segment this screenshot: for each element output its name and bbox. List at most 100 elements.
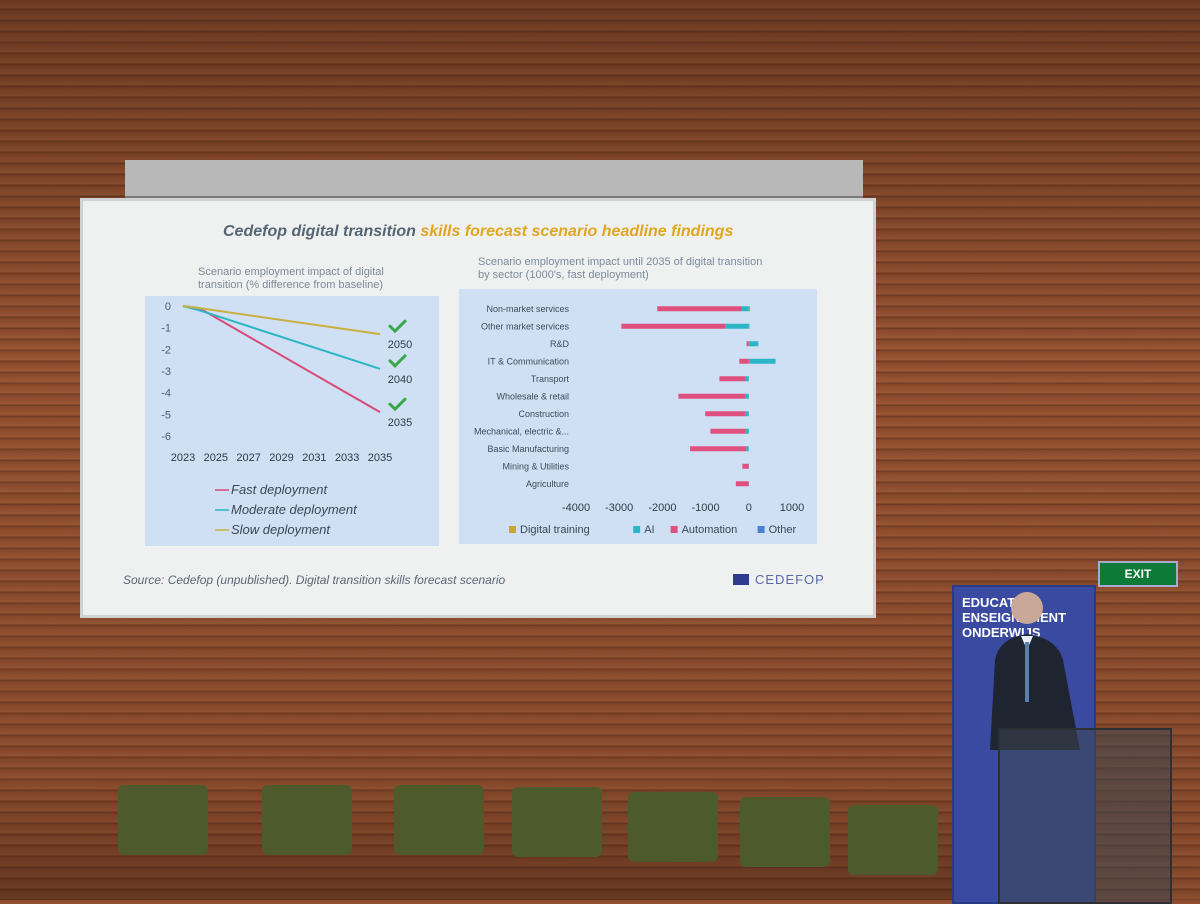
x-tick-label: 2023 [171, 452, 195, 464]
category-label: IT & Communication [488, 356, 569, 366]
category-label: Mining & Utilities [502, 461, 569, 471]
series-end-label: 2050 [388, 339, 412, 351]
bar-segment-automation [657, 306, 742, 312]
exit-sign: EXIT [1098, 561, 1178, 587]
category-label: Non-market services [486, 304, 569, 314]
series-line-moderate-deployment [182, 305, 381, 370]
legend-swatch [509, 526, 516, 533]
right-chart-subtitle: Scenario employment impact until 2035 of… [478, 256, 762, 282]
chair [262, 785, 352, 855]
x-tick-label: -2000 [648, 502, 676, 514]
eu-flag-icon [733, 574, 749, 585]
checkmark-icon [388, 319, 407, 334]
category-label: R&D [550, 339, 570, 349]
projector-screen-housing [125, 160, 863, 199]
x-tick-label: 2025 [204, 452, 228, 464]
y-tick-label: -6 [161, 431, 171, 443]
logo-text: CEDEFOP [755, 572, 825, 587]
speaker [990, 592, 1080, 750]
chair [628, 792, 718, 862]
category-label: Wholesale & retail [496, 391, 569, 401]
x-tick-label: 2029 [269, 452, 293, 464]
bar-segment-automation [710, 428, 746, 434]
bar-segment-ai [746, 446, 749, 452]
bar-chart: Non-market services Other market services… [474, 304, 804, 536]
category-label: Transport [531, 374, 570, 384]
bar-segment-ai [748, 341, 759, 347]
legend-label: AI [644, 524, 654, 536]
chair [394, 785, 484, 855]
checkmark-icon [388, 397, 407, 412]
category-label: Basic Manufacturing [487, 444, 569, 454]
slide-title: Cedefop digital transition skills foreca… [223, 223, 733, 241]
bar-segment-ai [745, 428, 749, 434]
slide-title-part1: Cedefop digital transition [223, 223, 416, 240]
legend-label: Slow deployment [231, 522, 331, 537]
bar-segment-automation [742, 463, 749, 469]
chair [740, 797, 830, 867]
right-subtitle-line2: by sector (1000's, fast deployment) [478, 269, 649, 281]
legend-label: Fast deployment [231, 482, 328, 497]
x-tick-label: -1000 [692, 502, 720, 514]
bar-segment-ai [745, 376, 749, 382]
legend-swatch [633, 526, 641, 533]
x-tick-label: 1000 [780, 502, 804, 514]
bar-segment-automation [739, 358, 749, 364]
x-tick-label: 2033 [335, 452, 359, 464]
series-line-slow-deployment [182, 305, 381, 336]
bar-segment-ai [725, 323, 749, 329]
bar-segment-ai [748, 358, 776, 364]
x-tick-label: -4000 [562, 502, 590, 514]
bar-segment-ai [741, 306, 749, 312]
bar-segment-automation [735, 481, 749, 487]
category-label: Mechanical, electric &... [474, 426, 569, 436]
right-subtitle-line1: Scenario employment impact until 2035 of… [478, 256, 763, 268]
x-tick-label: 2035 [368, 452, 392, 464]
bar-segment-automation [690, 446, 747, 452]
bar-segment-automation [678, 393, 746, 399]
slide-source: Source: Cedefop (unpublished). Digital t… [123, 573, 506, 587]
bar-segment-automation [621, 323, 726, 329]
legend-label: Digital training [520, 524, 590, 536]
left-subtitle-line1: Scenario employment impact of digital [198, 266, 384, 278]
left-subtitle-line2: transition (% difference from baseline) [198, 279, 384, 291]
y-tick-label: -4 [161, 388, 171, 400]
bar-segment-automation [746, 341, 749, 347]
bar-segment-digital-training [748, 306, 751, 312]
y-tick-label: -1 [161, 323, 171, 335]
category-label: Construction [518, 409, 569, 419]
series-end-label: 2035 [388, 417, 412, 429]
bar-segment-automation [705, 411, 746, 417]
bar-segment-ai [745, 411, 749, 417]
legend-label: Automation [682, 524, 738, 536]
projection-screen: Cedefop digital transition skills foreca… [80, 198, 876, 618]
series-end-label: 2040 [388, 374, 412, 386]
y-tick-label: 0 [165, 301, 171, 313]
line-chart-panel: 0 -1 -2 -3 -4 -5 -6 2023 2025 2027 2029 2031 2033 203… [145, 296, 439, 546]
legend-swatch [757, 526, 765, 533]
chair [512, 787, 602, 857]
legend-label: Other [769, 524, 797, 536]
cedefop-logo: CEDEFOP [733, 572, 825, 587]
podium [998, 728, 1172, 904]
legend-swatch [670, 526, 678, 533]
x-tick-label: -3000 [605, 502, 633, 514]
legend-label: Moderate deployment [231, 502, 358, 517]
category-label: Other market services [481, 321, 570, 331]
y-tick-label: -5 [161, 409, 171, 421]
x-tick-label: 2031 [302, 452, 326, 464]
left-chart-subtitle: Scenario employment impact of digital tr… [198, 266, 384, 292]
bar-segment-ai [745, 393, 749, 399]
x-tick-label: 0 [746, 502, 752, 514]
y-tick-label: -2 [161, 344, 171, 356]
chair [118, 785, 208, 855]
x-tick-label: 2027 [236, 452, 260, 464]
slide-title-part2: skills forecast scenario headline findin… [420, 223, 734, 240]
bar-segment-automation [719, 376, 746, 382]
bar-segment-digital-training [748, 323, 750, 329]
y-tick-label: -3 [161, 366, 171, 378]
checkmark-icon [388, 354, 407, 368]
bar-chart-panel: Non-market services Other market services… [459, 289, 817, 544]
chair [848, 805, 938, 875]
